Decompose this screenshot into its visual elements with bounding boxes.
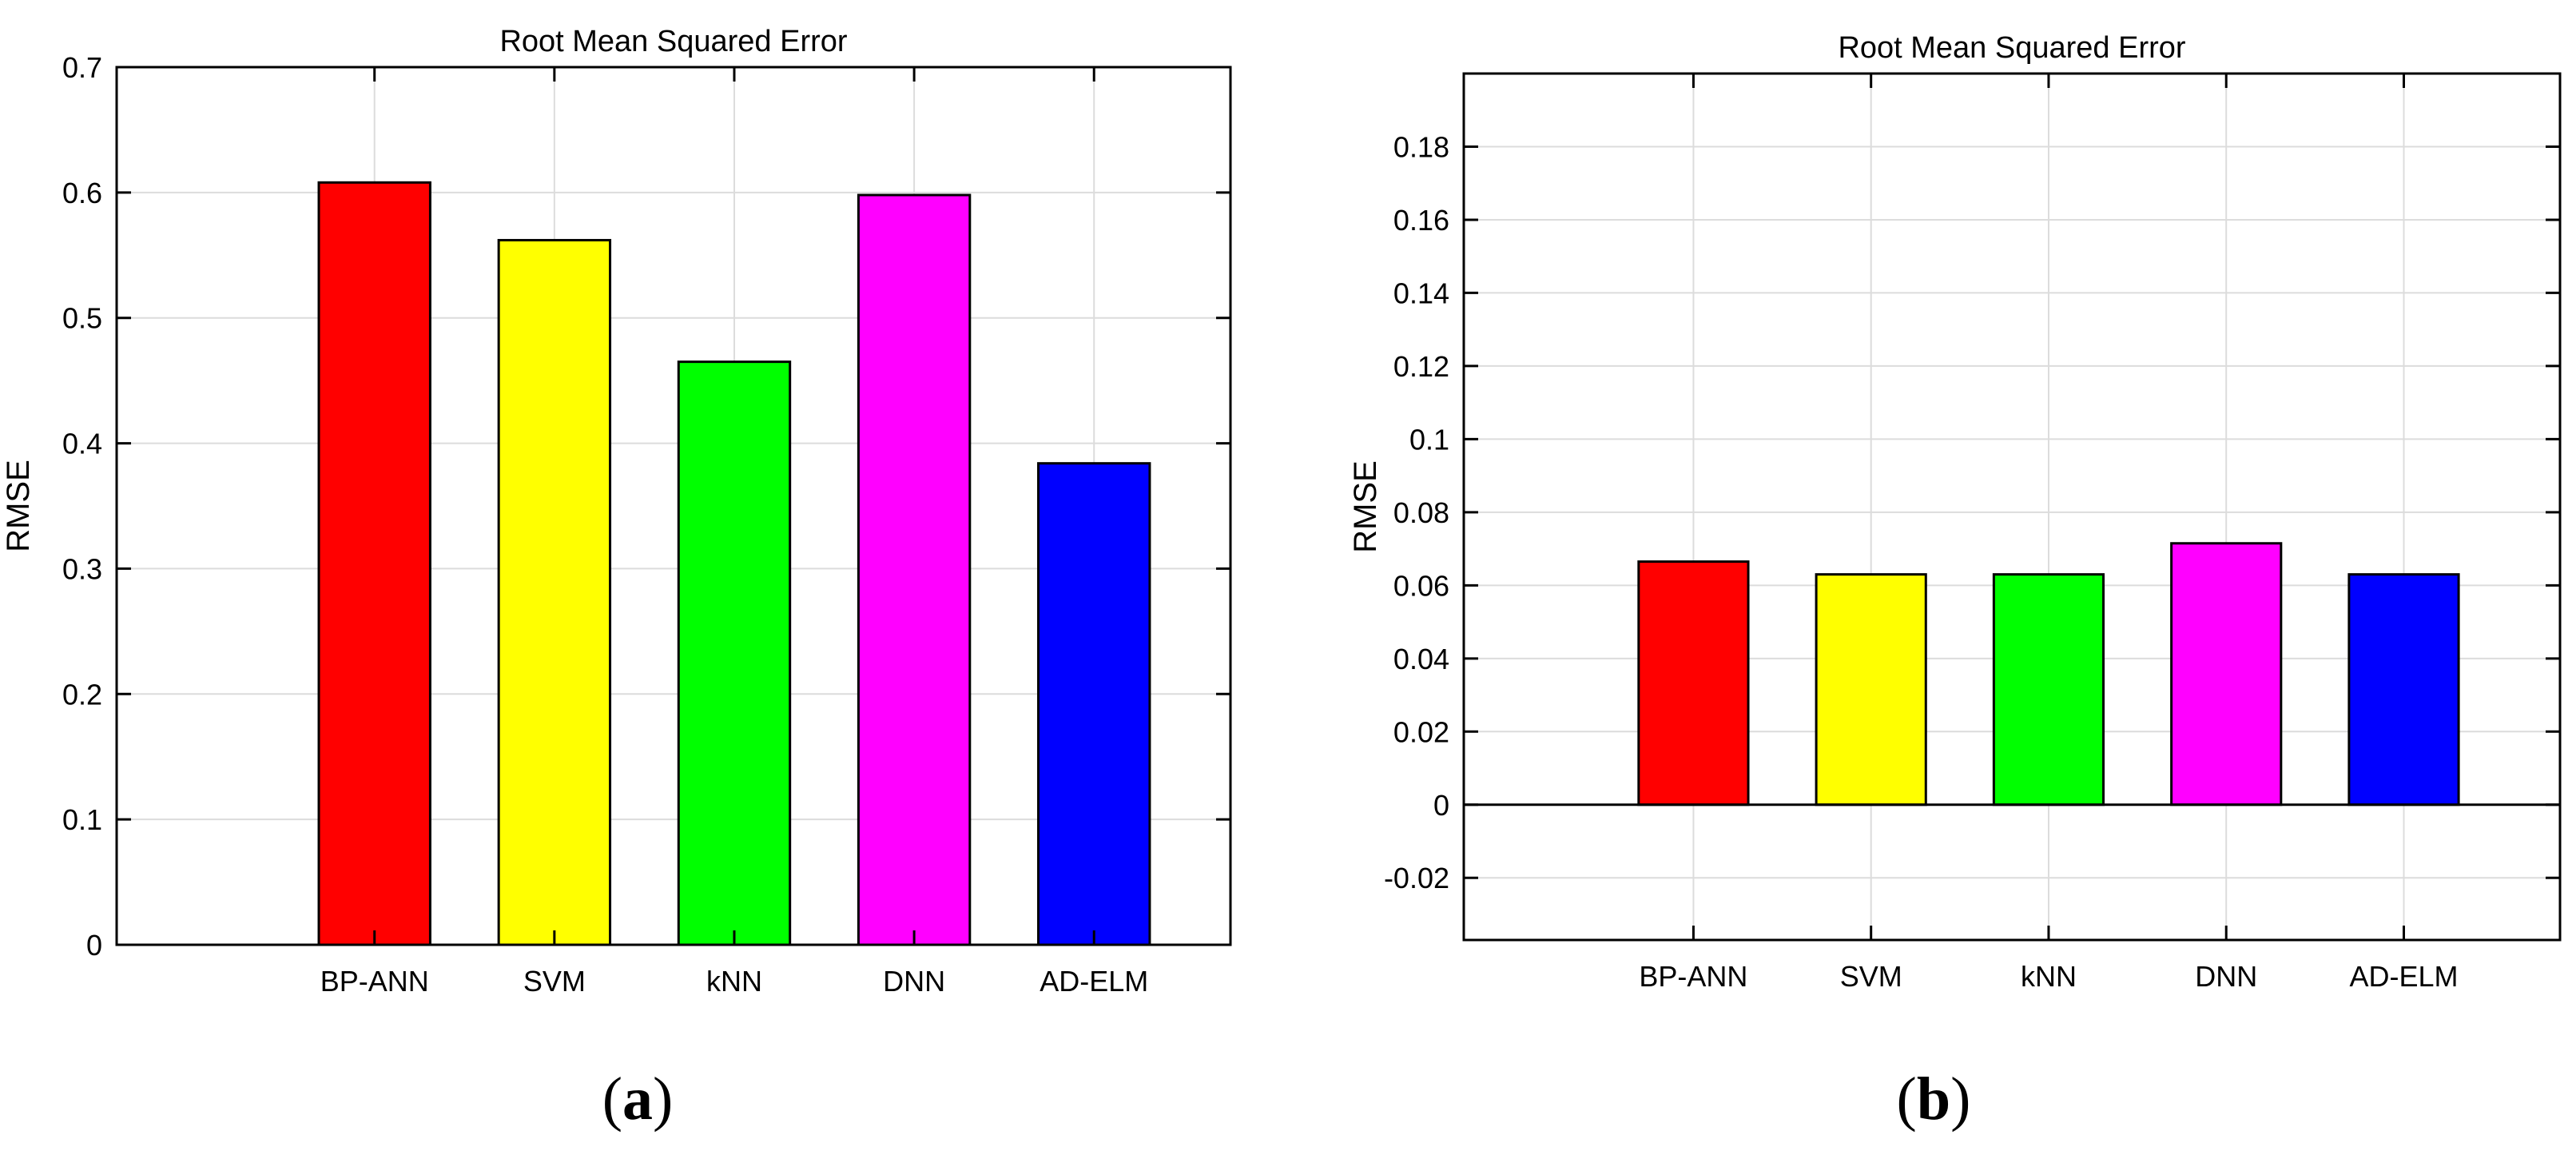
y-tick-label: 0.16 <box>1393 204 1449 237</box>
y-axis-label: RMSE <box>1 460 36 552</box>
y-tick-label: 0 <box>1433 789 1449 822</box>
y-tick-label: 0.06 <box>1393 569 1449 602</box>
y-tick-label: 0.5 <box>62 302 102 335</box>
axes-frame <box>115 66 1232 946</box>
y-tick-label: 0.7 <box>62 51 102 84</box>
y-tick-label: 0.04 <box>1393 643 1449 675</box>
y-axis-label: RMSE <box>1348 460 1383 553</box>
caption-paren-close: ) <box>1950 1065 1970 1133</box>
bar-ad-elm <box>2347 573 2460 807</box>
caption-letter: a <box>622 1065 653 1133</box>
x-tick-label-ad-elm: AD-ELM <box>1040 965 1148 998</box>
y-tick-label: 0.2 <box>62 678 102 711</box>
y-tick-label: 0.18 <box>1393 130 1449 163</box>
y-tick-label: 0.1 <box>62 803 102 836</box>
x-tick-label-svm: SVM <box>523 965 586 998</box>
bar-bp-ann <box>317 181 431 946</box>
chart-title: Root Mean Squared Error <box>499 25 847 58</box>
y-tick-label: 0.02 <box>1393 715 1449 748</box>
caption-paren-open: ( <box>1897 1065 1917 1133</box>
x-tick-label-dnn: DNN <box>2195 960 2257 993</box>
bar-knn <box>1992 573 2105 807</box>
panel-caption: (a) <box>602 1065 674 1133</box>
y-tick-label: 0.14 <box>1393 277 1449 309</box>
caption-letter: b <box>1917 1065 1950 1133</box>
x-tick-label-dnn: DNN <box>883 965 945 998</box>
bar-dnn <box>2170 542 2283 807</box>
chart-title: Root Mean Squared Error <box>1838 31 2185 65</box>
y-tick-label: 0.12 <box>1393 350 1449 383</box>
x-tick-label-knn: kNN <box>2021 960 2077 993</box>
bar-knn <box>677 360 792 946</box>
bar-svm <box>497 238 612 946</box>
bar-ad-elm <box>1037 462 1151 946</box>
x-tick-label-ad-elm: AD-ELM <box>2349 960 2458 993</box>
y-tick-label: 0.08 <box>1393 496 1449 529</box>
bar-bp-ann <box>1637 560 1750 807</box>
panel-caption: (b) <box>1897 1065 1971 1133</box>
y-tick-label: 0.1 <box>1409 423 1449 456</box>
bar-svm <box>1815 573 1927 807</box>
x-tick-label-knn: kNN <box>706 965 762 998</box>
y-tick-label: 0.3 <box>62 552 102 585</box>
x-tick-label-bp-ann: BP-ANN <box>320 965 429 998</box>
x-tick-label-bp-ann: BP-ANN <box>1639 960 1747 993</box>
axes-frame <box>1462 72 2562 942</box>
x-tick-label-svm: SVM <box>1840 960 1902 993</box>
caption-paren-open: ( <box>602 1065 622 1133</box>
chart-panel-a: 0 0.1 0.2 0.3 0.4 0.5 0.6 0.7 BP-ANN SVM kNN DNN AD-… <box>1 25 1232 1133</box>
y-tick-label: -0.02 <box>1384 862 1449 894</box>
y-tick-label: 0.4 <box>62 428 102 460</box>
chart-panel-b: -0.02 0 0.02 0.04 0.06 0.08 0.1 0.12 0.14 0.16 0.1… <box>1348 31 2562 1133</box>
y-tick-label: 0.6 <box>62 177 102 209</box>
y-tick-label: 0 <box>86 929 102 962</box>
caption-paren-close: ) <box>653 1065 673 1133</box>
bar-dnn <box>857 193 972 946</box>
